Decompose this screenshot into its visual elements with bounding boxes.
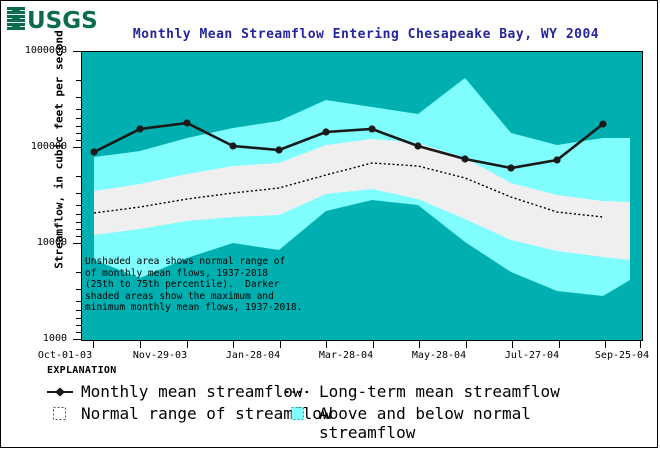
plot-annotation: Unshaded area shows normal range of of m… <box>85 256 303 314</box>
legend-label: Above and below normal streamflow <box>319 404 531 442</box>
y-axis-label: 100000 <box>30 141 67 152</box>
usgs-logo: USGS <box>5 4 97 32</box>
plot-area <box>81 51 643 341</box>
y-tick-minor <box>76 229 82 230</box>
y-tick-minor <box>76 310 82 311</box>
x-tick <box>640 340 641 348</box>
y-tick-minor <box>76 133 82 134</box>
x-tick <box>373 340 374 348</box>
white-dotted-box-icon <box>53 405 66 424</box>
y-tick-minor <box>76 97 82 98</box>
x-tick <box>187 340 188 348</box>
x-tick <box>512 340 513 348</box>
x-tick <box>233 340 234 348</box>
y-tick-minor <box>76 176 82 177</box>
y-tick-major <box>73 243 82 244</box>
x-axis-label: Sep-25-04 <box>594 350 650 361</box>
y-axis-label: 1000000 <box>24 45 67 56</box>
legend-label: Monthly mean streamflow <box>81 382 303 401</box>
legend-row: Monthly mean streamflow Long-term mean s… <box>47 380 627 401</box>
cyan-dotted-box-icon <box>291 405 304 424</box>
x-axis-label: Oct-01-03 <box>37 350 93 361</box>
x-tick <box>140 340 141 348</box>
y-tick-minor <box>76 301 82 302</box>
legend-label: Long-term mean streamflow <box>319 382 560 401</box>
y-tick-minor <box>76 80 82 81</box>
y-tick-minor <box>76 205 82 206</box>
x-tick <box>466 340 467 348</box>
y-tick-major <box>73 147 82 148</box>
x-axis-label: Mar-28-04 <box>318 350 374 361</box>
legend-label: Normal range of streamflow <box>81 404 332 423</box>
legend-row: Normal range of streamflow Above and bel… <box>47 402 627 442</box>
page-title: Monthly Mean Streamflow Entering Chesape… <box>132 27 600 42</box>
y-tick-minor <box>76 325 82 326</box>
y-axis-label: 10000 <box>36 237 67 248</box>
y-tick-minor <box>76 289 82 290</box>
legend: EXPLANATION Monthly mean streamflow Long… <box>47 365 627 442</box>
x-tick <box>559 340 560 348</box>
y-tick-minor <box>76 193 82 194</box>
x-axis-label: May-28-04 <box>411 350 467 361</box>
x-tick <box>93 340 94 348</box>
x-axis-label: Nov-29-03 <box>132 350 188 361</box>
x-tick <box>280 340 281 348</box>
y-tick-minor <box>76 118 82 119</box>
monthly-mean-line <box>93 121 604 170</box>
y-tick-minor <box>76 332 82 333</box>
y-tick-minor <box>76 140 82 141</box>
x-axis-label: Jul-27-04 <box>504 350 560 361</box>
y-tick-minor <box>76 222 82 223</box>
y-tick-minor <box>76 272 82 273</box>
x-tick <box>419 340 420 348</box>
monthly-mean-markers <box>90 119 607 172</box>
y-tick-major <box>73 339 82 340</box>
dotted-line-icon <box>285 383 311 402</box>
normal-range-band <box>94 139 630 260</box>
x-tick <box>326 340 327 348</box>
y-tick-minor <box>76 214 82 215</box>
y-tick-minor <box>76 126 82 127</box>
svg-text:USGS: USGS <box>27 8 97 32</box>
y-tick-minor <box>76 236 82 237</box>
legend-title: EXPLANATION <box>47 365 117 376</box>
x-tick <box>605 340 606 348</box>
y-tick-minor <box>76 318 82 319</box>
x-axis-label: Jan-28-04 <box>225 350 281 361</box>
y-tick-minor <box>76 109 82 110</box>
y-axis-label: 1000 <box>42 333 67 344</box>
line-with-diamond-marker-icon <box>47 383 73 402</box>
y-tick-major <box>73 51 82 52</box>
